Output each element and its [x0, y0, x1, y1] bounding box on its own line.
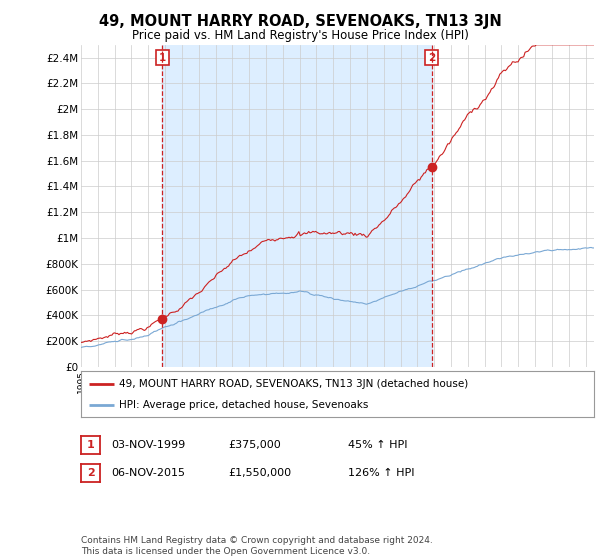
Text: 49, MOUNT HARRY ROAD, SEVENOAKS, TN13 3JN: 49, MOUNT HARRY ROAD, SEVENOAKS, TN13 3J…	[98, 14, 502, 29]
Text: 03-NOV-1999: 03-NOV-1999	[111, 440, 185, 450]
Text: 1: 1	[87, 440, 94, 450]
Text: HPI: Average price, detached house, Sevenoaks: HPI: Average price, detached house, Seve…	[119, 400, 369, 410]
Text: 45% ↑ HPI: 45% ↑ HPI	[348, 440, 407, 450]
Text: 2: 2	[87, 468, 94, 478]
Text: 1: 1	[159, 53, 166, 63]
Text: Contains HM Land Registry data © Crown copyright and database right 2024.
This d: Contains HM Land Registry data © Crown c…	[81, 536, 433, 556]
Text: £1,550,000: £1,550,000	[228, 468, 291, 478]
Text: 49, MOUNT HARRY ROAD, SEVENOAKS, TN13 3JN (detached house): 49, MOUNT HARRY ROAD, SEVENOAKS, TN13 3J…	[119, 379, 469, 389]
Text: £375,000: £375,000	[228, 440, 281, 450]
Text: 06-NOV-2015: 06-NOV-2015	[111, 468, 185, 478]
Text: 126% ↑ HPI: 126% ↑ HPI	[348, 468, 415, 478]
Bar	[163, 45, 431, 367]
Text: 2: 2	[428, 53, 435, 63]
Text: Price paid vs. HM Land Registry's House Price Index (HPI): Price paid vs. HM Land Registry's House …	[131, 29, 469, 42]
